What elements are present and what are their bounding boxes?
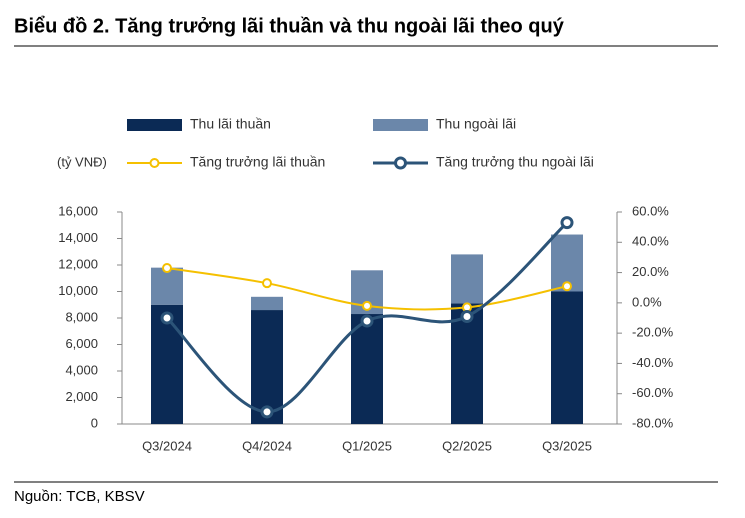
- bar: [551, 291, 583, 424]
- source: Nguồn: TCB, KBSV: [14, 488, 145, 505]
- bar: [251, 296, 283, 311]
- y-tick-label: 8,000: [65, 309, 98, 324]
- marker: [162, 263, 172, 274]
- y2-tick-label: -20.0%: [632, 325, 674, 340]
- y-tick-label: 12,000: [58, 256, 98, 271]
- x-tick-label: Q3/2025: [542, 438, 592, 453]
- legend-label: Thu lãi thuần: [190, 116, 271, 132]
- y2-tick-label: 0.0%: [632, 294, 662, 309]
- y-tick-label: 4,000: [65, 362, 98, 377]
- y-tick-label: 0: [91, 415, 98, 430]
- y2-tick-label: 60.0%: [632, 203, 669, 218]
- y-tick-label: 6,000: [65, 336, 98, 351]
- marker: [260, 405, 274, 419]
- y-tick-label: 14,000: [58, 230, 98, 245]
- y2-tick-label: 20.0%: [632, 264, 669, 279]
- marker: [562, 281, 572, 292]
- marker: [262, 278, 272, 289]
- x-tick-label: Q3/2024: [142, 438, 192, 453]
- y-tick-label: 10,000: [58, 283, 98, 298]
- legend-label: Tăng trưởng lãi thuần: [190, 154, 325, 170]
- legend-label: Tăng trưởng thu ngoài lãi: [436, 154, 594, 170]
- y2-tick-label: 40.0%: [632, 234, 669, 249]
- legend-label: Thu ngoài lãi: [436, 116, 516, 132]
- y2-tick-label: -80.0%: [632, 415, 674, 430]
- legend-marker: [149, 158, 160, 168]
- x-tick-label: Q4/2024: [242, 438, 292, 453]
- chart-title: Biểu đồ 2. Tăng trưởng lãi thuần và thu …: [14, 15, 565, 37]
- y2-tick-label: -60.0%: [632, 385, 674, 400]
- bar: [351, 314, 383, 424]
- y2-tick-label: -40.0%: [632, 355, 674, 370]
- x-tick-label: Q1/2025: [342, 438, 392, 453]
- marker: [560, 216, 574, 230]
- marker: [160, 311, 174, 325]
- legend-marker: [394, 156, 407, 170]
- bar: [451, 303, 483, 424]
- marker: [360, 314, 374, 328]
- legend-swatch: [127, 119, 182, 131]
- y-tick-label: 16,000: [58, 203, 98, 218]
- legend-swatch: [373, 119, 428, 131]
- marker: [362, 300, 372, 311]
- marker: [460, 309, 474, 323]
- bar: [251, 310, 283, 424]
- bar: [151, 267, 183, 305]
- bar: [151, 304, 183, 424]
- bar: [451, 254, 483, 304]
- x-tick-label: Q2/2025: [442, 438, 492, 453]
- y-tick-label: 2,000: [65, 389, 98, 404]
- y-unit: (tỷ VNĐ): [57, 154, 107, 169]
